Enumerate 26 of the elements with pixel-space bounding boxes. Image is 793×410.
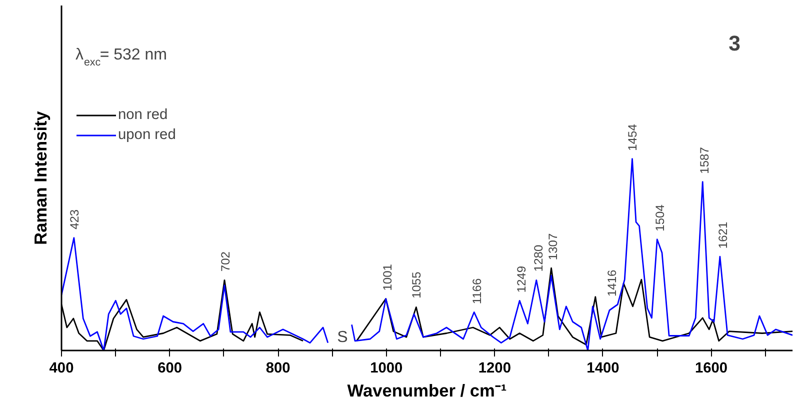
- annotation: 1249: [514, 266, 529, 293]
- annotation: 1416: [605, 269, 620, 296]
- annotation: 1504: [652, 204, 667, 232]
- annotation: 1621: [716, 222, 730, 249]
- x-tick-label: 800: [266, 360, 290, 376]
- legend-label: upon red: [118, 127, 176, 143]
- annotation: 1454: [626, 124, 640, 151]
- annotation: 1307: [546, 233, 560, 260]
- annotation: S: [337, 329, 348, 346]
- x-tick-label: 1400: [586, 360, 620, 376]
- annotation: 1280: [532, 244, 546, 272]
- annotation: 702: [218, 251, 233, 272]
- x-tick-label: 600: [158, 360, 182, 376]
- x-tick-label: 400: [49, 360, 74, 376]
- annotation: 1587: [698, 146, 712, 174]
- annotation: 1001: [380, 264, 394, 291]
- y-axis-title: Raman Intensity: [30, 110, 50, 245]
- legend-label: non red: [118, 107, 168, 123]
- text: 3: [728, 32, 741, 56]
- x-tick-label: 1600: [694, 360, 728, 376]
- annotation: 1055: [410, 271, 424, 298]
- x-axis-title: Wavenumber / cm⁻¹: [347, 380, 507, 400]
- annotation: 1166: [470, 278, 484, 304]
- x-tick-label: 1200: [478, 360, 511, 376]
- annotation: 423: [67, 209, 82, 230]
- x-tick-label: 1000: [370, 360, 403, 376]
